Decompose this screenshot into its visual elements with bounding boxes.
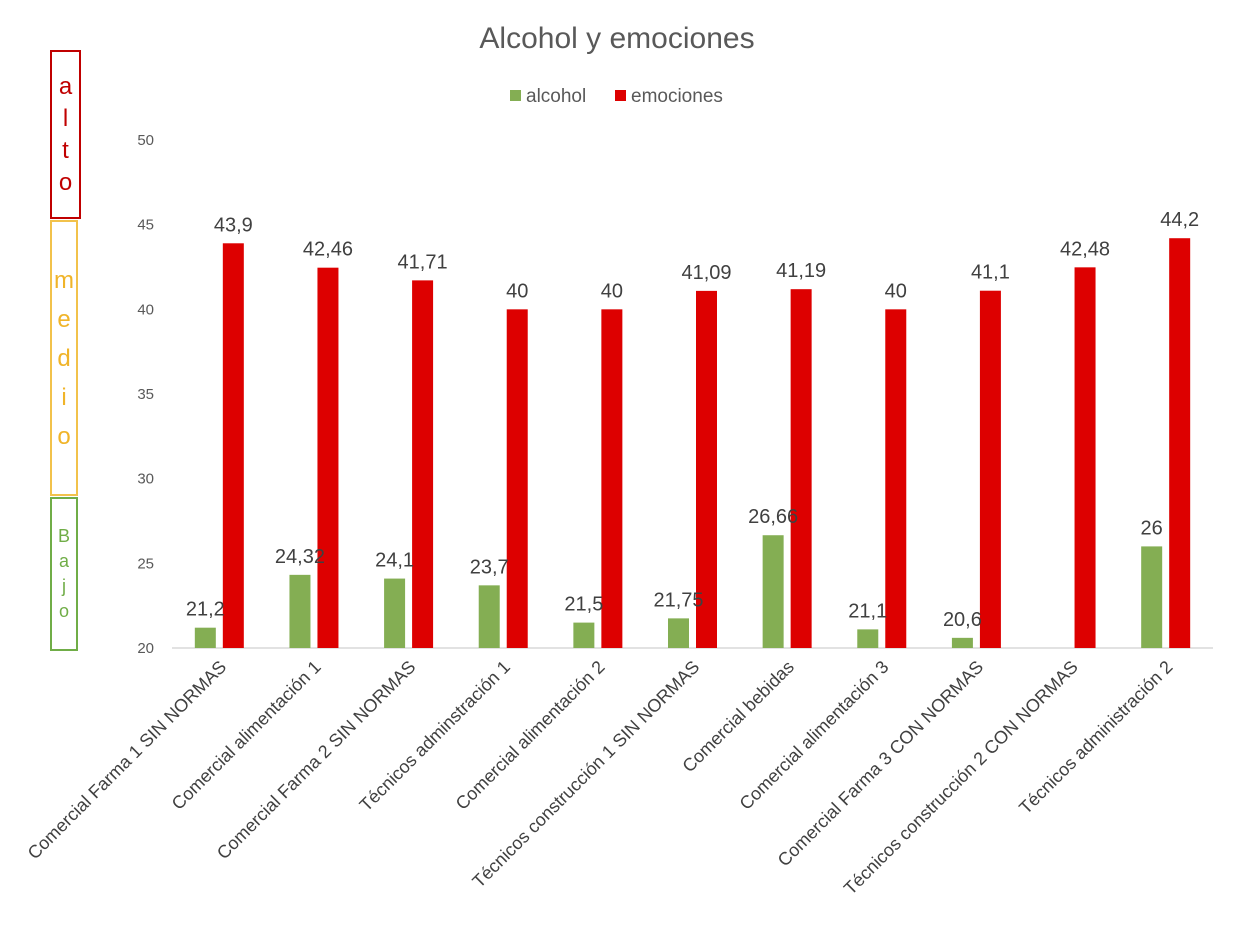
bar-emociones bbox=[696, 290, 717, 648]
x-tick-label: Comercial Farma 2 SIN NORMAS bbox=[213, 657, 420, 864]
bar-emociones bbox=[506, 309, 528, 648]
level-bajo-letter: a bbox=[58, 551, 69, 571]
y-tick-label: 35 bbox=[137, 386, 154, 403]
bar-emociones bbox=[885, 309, 907, 648]
data-label-emociones: 44,2 bbox=[1160, 209, 1199, 231]
data-label-emociones: 42,48 bbox=[1060, 238, 1110, 260]
legend-label-emociones: emociones bbox=[631, 86, 723, 107]
level-alto-letter: t bbox=[62, 136, 69, 164]
bar-alcohol bbox=[668, 618, 689, 648]
data-label-alcohol: 26 bbox=[1141, 517, 1163, 539]
bars bbox=[194, 238, 1191, 649]
level-alto-letter: l bbox=[62, 104, 69, 132]
level-alto-letter: a bbox=[58, 72, 73, 100]
data-label-emociones: 41,09 bbox=[681, 262, 731, 284]
data-label-alcohol: 21,75 bbox=[653, 589, 703, 611]
chart-title: Alcohol y emociones bbox=[479, 22, 754, 55]
x-tick-label: Comercial Farma 1 SIN NORMAS bbox=[24, 657, 231, 864]
y-tick-label: 20 bbox=[137, 640, 154, 657]
data-label-emociones: 40 bbox=[506, 280, 528, 302]
legend-swatch-alcohol bbox=[510, 90, 521, 101]
level-bajo-letter: j bbox=[62, 576, 66, 596]
data-label-alcohol: 21,1 bbox=[848, 600, 887, 622]
y-tick-label: 25 bbox=[137, 555, 154, 572]
data-label-alcohol: 26,66 bbox=[748, 506, 798, 528]
y-tick-label: 40 bbox=[137, 301, 154, 318]
level-medio-letter: o bbox=[57, 422, 71, 450]
data-label-emociones: 40 bbox=[885, 280, 907, 302]
y-axis: 20 25 30 35 40 45 50 bbox=[137, 132, 154, 657]
x-tick-label: Comercial Farma 3 CON NORMAS bbox=[774, 657, 988, 871]
y-tick-label: 45 bbox=[137, 217, 154, 234]
data-label-alcohol: 24,32 bbox=[275, 546, 325, 568]
level-medio-letter: d bbox=[57, 344, 71, 372]
level-medio-letter: e bbox=[57, 305, 71, 333]
data-label-alcohol: 21,5 bbox=[564, 594, 603, 616]
y-tick-label: 30 bbox=[137, 471, 154, 488]
data-label-emociones: 41,19 bbox=[776, 260, 826, 282]
data-label-emociones: 40 bbox=[601, 280, 623, 302]
data-label-alcohol: 21,2 bbox=[186, 599, 225, 621]
y-tick-label: 50 bbox=[137, 132, 154, 149]
data-label-alcohol: 24,1 bbox=[375, 550, 414, 572]
bar-alcohol bbox=[384, 578, 406, 648]
data-label-emociones: 42,46 bbox=[303, 239, 353, 261]
bar-emociones bbox=[601, 309, 623, 648]
bar-emociones bbox=[317, 267, 339, 648]
bar-emociones bbox=[790, 289, 812, 648]
data-label-emociones: 41,71 bbox=[398, 251, 448, 273]
bar-alcohol bbox=[194, 627, 216, 648]
level-bajo-letter: o bbox=[58, 601, 69, 621]
x-tick-label: Técnicos adminstración 1 bbox=[356, 657, 514, 815]
data-label-alcohol: 20,6 bbox=[943, 609, 982, 631]
data-label-alcohol: 23,7 bbox=[470, 556, 509, 578]
level-medio-letter: m bbox=[54, 266, 74, 294]
legend-swatch-emociones bbox=[615, 90, 626, 101]
bar-emociones bbox=[979, 290, 1001, 648]
bar-emociones bbox=[1169, 238, 1191, 649]
bar-alcohol bbox=[762, 535, 784, 648]
bar-alcohol bbox=[573, 622, 595, 648]
bar-emociones bbox=[412, 280, 434, 648]
x-tick-label: Técnicos administración 2 bbox=[1015, 657, 1176, 818]
data-label-emociones: 41,1 bbox=[971, 262, 1010, 284]
bar-emociones bbox=[1074, 267, 1096, 648]
data-labels: 21,2 24,32 24,1 23,7 21,5 21,75 26,66 21,1 20,6 2… bbox=[186, 209, 1199, 631]
bar-alcohol bbox=[857, 629, 879, 648]
bar-alcohol bbox=[1141, 546, 1163, 648]
bar-alcohol bbox=[289, 574, 311, 648]
level-medio-letter: i bbox=[61, 383, 67, 411]
bar-alcohol bbox=[478, 585, 500, 648]
level-bajo-letter: B bbox=[57, 526, 70, 546]
data-label-emociones: 43,9 bbox=[214, 214, 253, 236]
legend: alcohol emociones bbox=[510, 86, 723, 107]
bar-emociones bbox=[222, 243, 244, 648]
level-alto-letter: o bbox=[58, 168, 73, 196]
legend-label-alcohol: alcohol bbox=[526, 86, 586, 107]
bar-alcohol bbox=[951, 637, 973, 648]
